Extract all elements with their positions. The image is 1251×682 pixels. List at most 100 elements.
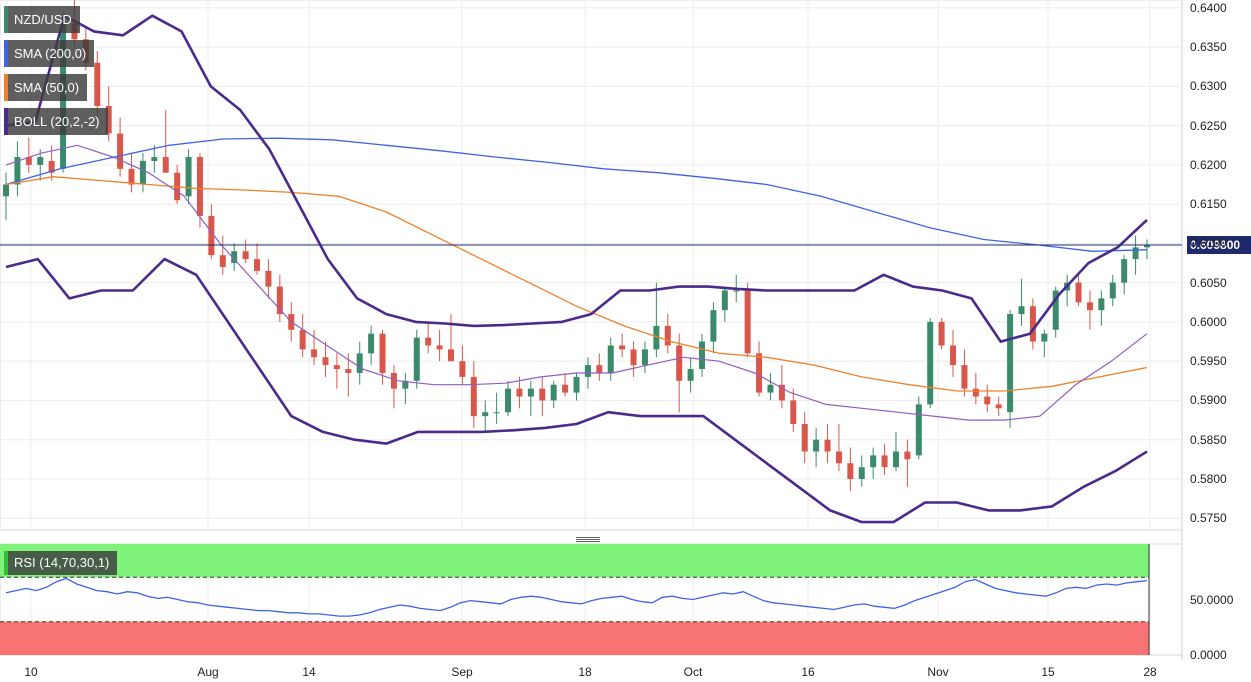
candle-body: [699, 341, 706, 370]
candle-body: [493, 412, 500, 414]
sma200-line: [5, 137, 1148, 252]
price-tick-label: 0.6350: [1190, 40, 1227, 55]
candle-body: [721, 290, 728, 311]
price-tick-label: 0.6100: [1190, 236, 1227, 251]
rsi-oversold-zone: [0, 621, 1149, 655]
candle-body: [162, 157, 169, 173]
candle-body: [425, 337, 432, 346]
candle-body: [607, 345, 614, 373]
candle-body: [835, 451, 842, 464]
legend-sma50-swatch: [4, 74, 8, 101]
legend-symbol[interactable]: NZD/USD: [4, 6, 80, 33]
candle-body: [664, 325, 671, 346]
candle-body: [1018, 306, 1025, 315]
candle-body: [139, 160, 146, 185]
candle-body: [813, 439, 820, 452]
candle-body: [231, 251, 238, 264]
price-tick-label: 0.6050: [1190, 275, 1227, 290]
time-tick-label: Aug: [197, 665, 219, 679]
price-tick-label: 0.6000: [1190, 314, 1227, 329]
legend-boll-label: BOLL (20,2,-2): [14, 114, 100, 129]
candle-body: [950, 345, 957, 366]
candle-body: [972, 388, 979, 397]
price-tick-label: 0.5750: [1190, 511, 1227, 526]
candle-body: [653, 325, 660, 350]
price-tick-label: 0.6250: [1190, 118, 1227, 133]
legend-rsi[interactable]: RSI (14,70,30,1): [4, 551, 118, 575]
time-tick-label: Sep: [451, 665, 473, 679]
candle-body: [436, 345, 443, 350]
candle-body: [105, 106, 112, 134]
candle-body: [710, 310, 717, 342]
rsi-line: [5, 577, 1148, 617]
candle-body: [744, 290, 751, 354]
candle-body: [562, 384, 569, 393]
legend-symbol-label: NZD/USD: [14, 12, 72, 27]
boll-middle-line: [5, 144, 1148, 421]
legend-sma200[interactable]: SMA (200,0): [4, 40, 95, 67]
candle-body: [619, 345, 626, 350]
candle-body: [402, 380, 409, 389]
price-tick-label: 0.5950: [1190, 354, 1227, 369]
price-pane-frame: [0, 0, 1183, 531]
candle-body: [1098, 298, 1105, 311]
price-tick-label: 0.5800: [1190, 471, 1227, 486]
candle-body: [1052, 290, 1059, 330]
time-tick-label: 28: [1143, 665, 1157, 679]
legend-sma50-label: SMA (50,0): [14, 80, 80, 95]
candle-body: [527, 388, 534, 397]
candle-body: [778, 384, 785, 401]
candle-body: [1121, 259, 1128, 283]
time-tick-label: Nov: [927, 665, 949, 679]
candle-body: [904, 451, 911, 460]
candle-body: [995, 404, 1002, 409]
candle-body: [641, 349, 648, 366]
candle-body: [94, 62, 101, 106]
candle-body: [767, 384, 774, 393]
candle-body: [254, 259, 261, 271]
candle-body: [1007, 314, 1014, 413]
candle-body: [117, 133, 124, 169]
candle-body: [470, 376, 477, 417]
boll-upper-line: [5, 14, 1148, 343]
sma50-line: [5, 176, 1148, 392]
candle-body: [37, 157, 44, 165]
candle-body: [630, 349, 637, 366]
legend-sma200-label: SMA (200,0): [14, 46, 87, 61]
candle-body: [733, 290, 740, 292]
legend-sma50[interactable]: SMA (50,0): [4, 74, 88, 101]
candle-body: [1075, 282, 1082, 303]
candle-body: [505, 388, 512, 413]
candle-body: [915, 404, 922, 456]
candle-body: [1041, 333, 1048, 342]
candle-body: [151, 157, 158, 161]
current-price-label: 0.609800: [1187, 235, 1251, 254]
time-tick-label: 16: [801, 665, 815, 679]
rsi-tick-label: 50.0000: [1190, 592, 1234, 607]
price-tick-label: 0.6150: [1190, 197, 1227, 212]
candle-body: [892, 451, 899, 468]
price-tick-label: 0.6200: [1190, 157, 1227, 172]
candle-body: [676, 345, 683, 381]
candle-body: [801, 424, 808, 452]
price-tick-label: 0.6400: [1190, 0, 1227, 15]
candle-body: [208, 215, 215, 256]
candle-body: [390, 372, 397, 389]
candle-body: [356, 353, 363, 373]
candle-body: [299, 329, 306, 350]
candle-body: [1132, 247, 1139, 260]
time-tick-label: 14: [302, 665, 316, 679]
candle-body: [368, 333, 375, 354]
candle-body: [984, 396, 991, 405]
candle-body: [276, 286, 283, 315]
candle-body: [196, 157, 203, 216]
price-tick-label: 0.5850: [1190, 432, 1227, 447]
candle-body: [459, 361, 466, 377]
candle-body: [242, 251, 249, 260]
candle-body: [48, 160, 55, 173]
legend-boll[interactable]: BOLL (20,2,-2): [4, 108, 108, 135]
pane-splitter-handle[interactable]: [576, 536, 600, 542]
rsi-overbought-zone: [0, 544, 1149, 578]
candle-body: [824, 439, 831, 452]
